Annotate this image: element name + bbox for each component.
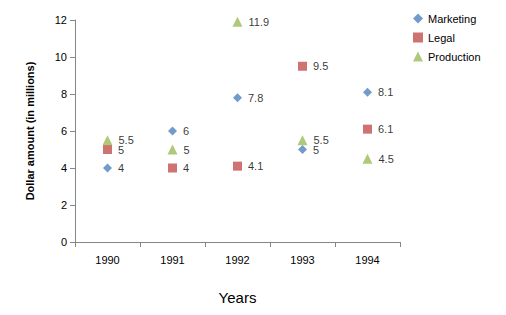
svg-text:5.5: 5.5 xyxy=(314,134,329,146)
svg-text:11.9: 11.9 xyxy=(249,16,270,28)
svg-text:5: 5 xyxy=(313,143,320,156)
svg-text:8.1: 8.1 xyxy=(378,86,393,98)
svg-text:0: 0 xyxy=(61,236,67,248)
svg-text:1993: 1993 xyxy=(290,254,314,266)
svg-text:9.5: 9.5 xyxy=(313,60,328,72)
svg-text:4.1: 4.1 xyxy=(248,160,263,172)
svg-text:4: 4 xyxy=(183,162,189,174)
svg-text:4: 4 xyxy=(118,162,124,174)
svg-text:Production: Production xyxy=(428,51,481,63)
svg-text:8: 8 xyxy=(61,88,67,100)
svg-text:7.8: 7.8 xyxy=(248,92,263,104)
svg-text:Years: Years xyxy=(219,289,257,306)
svg-text:5: 5 xyxy=(184,144,190,156)
svg-text:4: 4 xyxy=(61,162,67,174)
svg-text:12: 12 xyxy=(55,14,67,26)
svg-text:1992: 1992 xyxy=(225,254,249,266)
svg-text:4.5: 4.5 xyxy=(379,153,394,165)
svg-text:1994: 1994 xyxy=(355,254,379,266)
svg-text:1991: 1991 xyxy=(160,254,184,266)
svg-text:1990: 1990 xyxy=(95,254,119,266)
svg-text:Dollar amount (in millions): Dollar amount (in millions) xyxy=(24,61,36,200)
svg-text:6: 6 xyxy=(183,125,189,137)
svg-text:6.1: 6.1 xyxy=(378,123,393,135)
svg-text:Legal: Legal xyxy=(428,32,455,44)
svg-text:Marketing: Marketing xyxy=(428,13,476,25)
svg-text:6: 6 xyxy=(61,125,67,137)
svg-text:5.5: 5.5 xyxy=(119,134,134,146)
svg-text:2: 2 xyxy=(61,199,67,211)
svg-text:5: 5 xyxy=(118,143,125,156)
svg-text:10: 10 xyxy=(55,51,67,63)
